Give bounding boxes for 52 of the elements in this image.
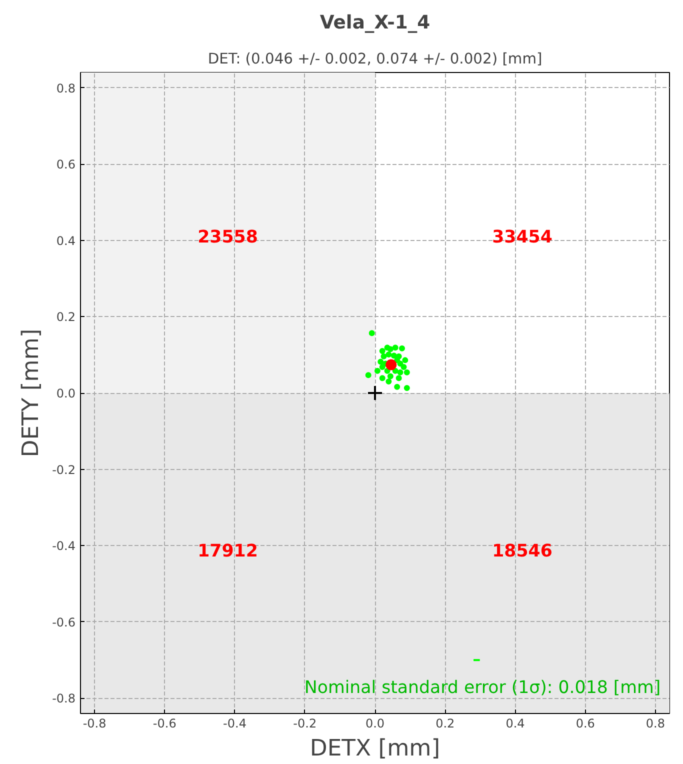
point xyxy=(397,369,404,376)
point xyxy=(386,378,392,385)
y-tick-label: -0.2 xyxy=(52,462,76,477)
x-tick-label: -0.4 xyxy=(223,716,246,730)
point xyxy=(379,364,386,370)
x-tick-label: -0.6 xyxy=(152,716,176,730)
annotation: 33454 xyxy=(492,227,552,248)
point xyxy=(380,353,387,360)
point xyxy=(400,364,407,370)
point xyxy=(394,384,400,390)
point xyxy=(398,345,405,352)
point xyxy=(365,372,372,378)
point xyxy=(392,344,398,351)
chart-title: Vela_X-1_4 xyxy=(320,12,430,34)
x-tick-label: -0.2 xyxy=(293,716,317,730)
y-tick-label: -0.4 xyxy=(52,539,76,554)
point xyxy=(386,359,397,370)
y-axis-title: DETY [mm] xyxy=(18,328,44,458)
annotation: Nominal standard error (1σ): 0.018 [mm] xyxy=(304,678,661,698)
x-tick-label: -0.8 xyxy=(82,716,106,730)
annotation: 18546 xyxy=(492,542,552,562)
point xyxy=(367,385,383,401)
x-tick-label: 0.0 xyxy=(365,716,385,730)
y-tick-label: -0.6 xyxy=(52,615,76,630)
annotation: 23558 xyxy=(198,227,258,248)
x-tick-label: 0.6 xyxy=(576,716,595,730)
x-tick-label: 0.8 xyxy=(646,716,666,730)
point xyxy=(397,360,404,367)
point xyxy=(390,352,397,359)
point xyxy=(386,351,392,358)
point xyxy=(368,330,375,336)
y-tick-label: -0.8 xyxy=(52,692,76,706)
y-tick-label: 0.2 xyxy=(56,310,76,324)
point xyxy=(379,375,386,382)
x-tick-label: 0.2 xyxy=(436,716,455,730)
y-tick-label: 0.4 xyxy=(56,234,76,248)
point xyxy=(404,385,410,392)
point xyxy=(379,348,386,354)
y-tick-label: 0.8 xyxy=(56,81,76,96)
point xyxy=(396,375,402,382)
x-axis-title: DETX [mm] xyxy=(310,736,440,762)
y-tick-label: 0.6 xyxy=(56,158,76,172)
chart-subtitle: DET: (0.046 +/- 0.002, 0.074 +/- 0.002) [mm] xyxy=(208,50,542,68)
annotation: 17912 xyxy=(198,542,258,562)
point xyxy=(387,346,394,352)
x-tick-label: 0.4 xyxy=(506,716,525,730)
point xyxy=(402,357,408,364)
point xyxy=(387,373,394,380)
point xyxy=(404,369,410,376)
point xyxy=(378,358,384,365)
point xyxy=(374,368,380,374)
y-tick-label: 0.0 xyxy=(56,386,76,400)
